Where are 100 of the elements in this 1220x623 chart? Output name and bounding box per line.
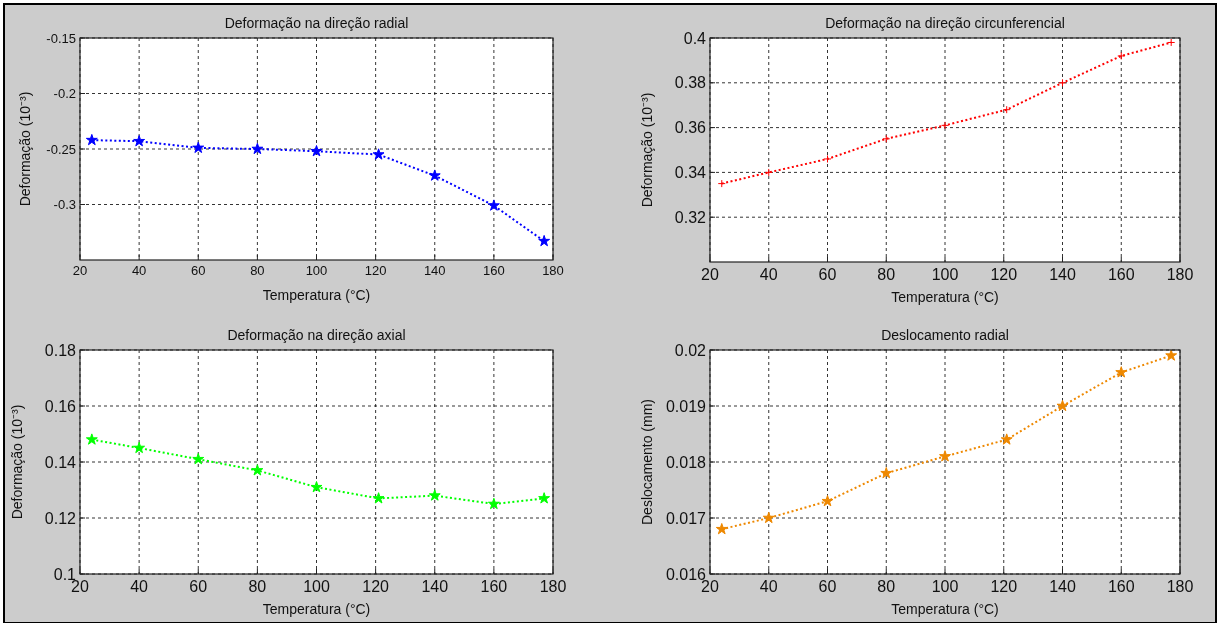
point (538, 492, 551, 504)
x-tick-label: 120 (362, 578, 390, 595)
y-tick-label: 0.16 (44, 397, 77, 415)
point (487, 497, 500, 510)
point (85, 433, 98, 445)
x-tick-label: 120 (990, 266, 1018, 283)
x-axis-title: Temperatura (°C) (262, 601, 371, 617)
x-tick-label: 180 (1166, 266, 1194, 283)
x-axis-title: Temperatura (°C) (262, 287, 371, 303)
point (762, 511, 775, 524)
point (1002, 105, 1011, 114)
point (715, 522, 728, 535)
point (1165, 349, 1178, 361)
point (428, 169, 441, 181)
chart-title: Deslocamento radial (881, 327, 1009, 343)
x-tick-label: 80 (250, 263, 265, 278)
x-tick-label: 120 (364, 263, 387, 278)
y-axis-title: Deformação (10⁻³) (9, 404, 25, 520)
x-tick-label: 100 (303, 578, 330, 595)
x-tick-label: 180 (542, 263, 564, 278)
point (941, 121, 949, 130)
y-tick-label: 0.019 (665, 397, 707, 415)
point (251, 464, 264, 476)
y-tick-label: 0.017 (665, 509, 707, 527)
x-tick-label: 40 (759, 266, 778, 283)
x-tick-label: 20 (71, 578, 89, 595)
chart-title: Deformação na direção radial (224, 15, 409, 31)
x-axis-title: Temperatura (°C) (891, 289, 999, 305)
x-tick-label: 60 (818, 266, 837, 283)
point (882, 134, 891, 143)
y-tick-label: 0.4 (683, 29, 707, 47)
y-tick-label: -0.25 (46, 141, 76, 157)
point (133, 135, 146, 147)
x-tick-label: 60 (191, 263, 206, 278)
point (1167, 38, 1176, 47)
point (1117, 51, 1126, 60)
x-tick-label: 80 (248, 578, 267, 595)
point (310, 480, 323, 493)
x-tick-label: 120 (990, 578, 1018, 595)
point (192, 141, 205, 154)
x-tick-label: 80 (877, 266, 896, 283)
x-tick-label: 140 (421, 578, 449, 595)
point (1058, 78, 1067, 87)
point (251, 142, 264, 155)
x-tick-label: 100 (305, 263, 328, 278)
x-tick-label: 160 (1107, 266, 1135, 283)
y-tick-label: 0.32 (674, 208, 707, 226)
x-tick-label: 20 (72, 263, 88, 278)
y-axis-title: Deformação (10⁻³) (17, 91, 33, 207)
chart-title: Deformação na direção circunferencial (825, 15, 1065, 31)
point (1056, 399, 1069, 412)
y-tick-label: 0.02 (674, 341, 707, 359)
x-tick-label: 40 (759, 578, 778, 595)
y-tick-label: 0.14 (44, 453, 77, 471)
x-tick-label: 40 (130, 578, 149, 595)
x-tick-label: 100 (931, 266, 959, 283)
x-tick-label: 20 (701, 266, 719, 283)
y-tick-label: -0.3 (53, 197, 76, 213)
point (1115, 366, 1128, 378)
y-tick-label: 0.38 (674, 74, 707, 92)
x-tick-label: 20 (701, 578, 719, 595)
point (717, 179, 726, 188)
point (939, 450, 951, 462)
point (428, 489, 441, 501)
point (372, 492, 385, 504)
chart-title: Deformação na direção axial (227, 327, 406, 343)
y-tick-label: 0.12 (44, 509, 77, 527)
y-tick-label: 0.018 (665, 453, 707, 471)
x-tick-label: 140 (1049, 578, 1076, 595)
point (192, 452, 205, 465)
point (487, 199, 500, 211)
x-axis-title: Temperatura (°C) (891, 601, 999, 617)
y-axis-title: Deformação (10⁻³) (639, 92, 655, 208)
x-tick-label: 160 (1107, 578, 1135, 595)
x-tick-label: 40 (131, 263, 147, 278)
y-tick-label: 0.34 (674, 164, 707, 181)
y-tick-label: -0.15 (46, 30, 76, 46)
point (85, 133, 98, 146)
point (821, 494, 834, 507)
x-tick-label: 180 (1166, 578, 1194, 595)
y-tick-label: 0.36 (674, 119, 707, 137)
point (133, 441, 146, 454)
x-tick-label: 180 (539, 578, 567, 595)
x-tick-label: 80 (877, 578, 896, 595)
point (538, 234, 551, 247)
y-axis-title: Deslocamento (mm) (639, 398, 655, 526)
point (823, 154, 832, 163)
x-tick-label: 100 (931, 578, 959, 595)
y-tick-label: 0.18 (44, 341, 77, 359)
x-tick-label: 60 (189, 578, 208, 595)
x-tick-label: 60 (818, 578, 837, 595)
point (764, 168, 773, 177)
x-tick-label: 140 (423, 263, 446, 278)
point (880, 466, 893, 479)
point (310, 145, 323, 157)
y-tick-label: -0.2 (53, 86, 76, 102)
x-tick-label: 160 (483, 263, 505, 278)
x-tick-label: 140 (1049, 266, 1076, 283)
point (372, 148, 385, 160)
x-tick-label: 160 (480, 578, 508, 595)
